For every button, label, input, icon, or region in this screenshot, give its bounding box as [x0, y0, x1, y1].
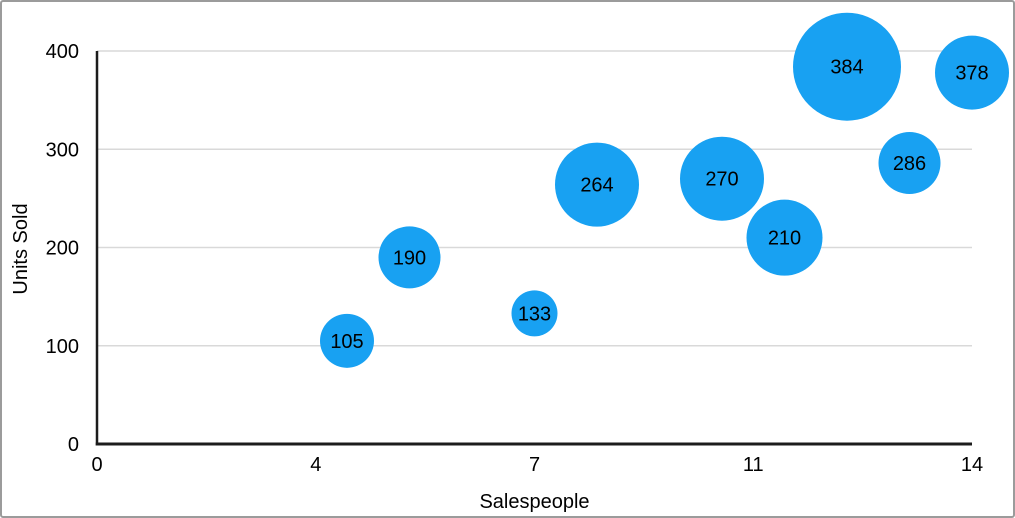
y-tick-label-400: 400: [46, 41, 79, 63]
x-tick-label-4: 4: [310, 454, 321, 476]
bubble-270: [680, 136, 764, 221]
bubble-210: [746, 199, 823, 276]
y-tick-label-0: 0: [68, 434, 79, 456]
y-axis-title: Units Sold: [10, 203, 32, 295]
bubble-label-190: 190: [393, 247, 426, 269]
bubble-label-105: 105: [330, 331, 363, 353]
bubble-105: [320, 313, 374, 368]
x-tick-label-14: 14: [961, 454, 983, 476]
bubble-286: [878, 132, 941, 195]
bubble-133: [511, 290, 558, 337]
bubble-384: [793, 12, 901, 121]
bubble-label-133: 133: [518, 303, 551, 325]
bubble-label-286: 286: [893, 153, 926, 175]
bubble-378: [935, 35, 1009, 110]
x-tick-label-0: 0: [91, 454, 102, 476]
bubble-label-384: 384: [830, 57, 863, 79]
bubble-190: [378, 226, 441, 289]
bubble-label-378: 378: [955, 63, 988, 85]
y-tick-label-300: 300: [46, 139, 79, 161]
x-tick-label-7: 7: [529, 454, 540, 476]
bubble-264: [555, 142, 639, 227]
bubble-label-264: 264: [580, 175, 613, 197]
bubble-label-210: 210: [768, 228, 801, 250]
y-tick-label-200: 200: [46, 238, 79, 260]
y-tick-label-100: 100: [46, 336, 79, 358]
x-tick-label-11: 11: [743, 454, 764, 476]
x-axis-title: Salespeople: [479, 491, 590, 513]
bubble-label-270: 270: [705, 169, 738, 191]
